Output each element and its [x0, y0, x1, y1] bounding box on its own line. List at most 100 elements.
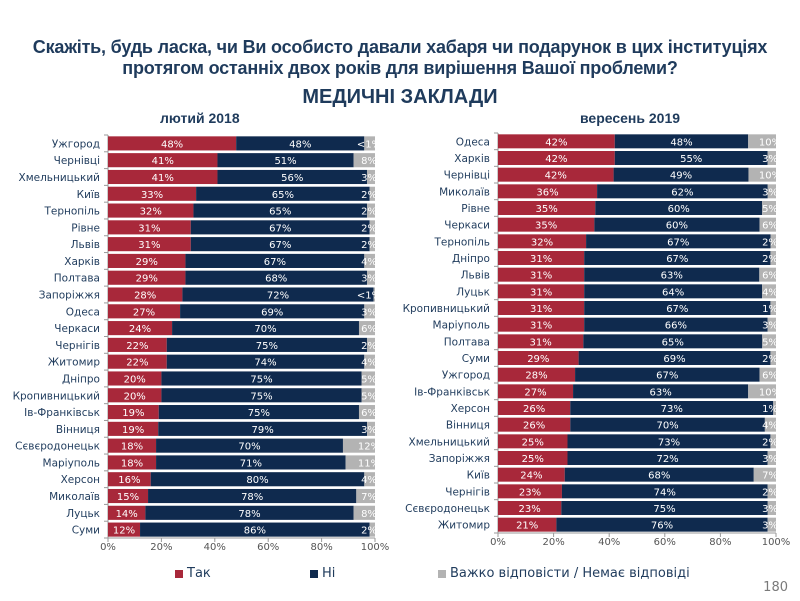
section-title: МЕДИЧНІ ЗАКЛАДИ: [302, 86, 498, 108]
question-line-1: Скажіть, будь ласка, чи Ви особисто дава…: [32, 37, 768, 57]
data-label-dk: 8%: [361, 509, 377, 520]
data-label-yes: 24%: [520, 471, 542, 482]
x-tick-label: 0%: [490, 537, 506, 548]
category-label: Полтава: [54, 273, 100, 285]
data-label-dk: 6%: [762, 271, 778, 282]
bar-segment-dk: [361, 371, 375, 386]
data-label-no: 75%: [653, 504, 675, 515]
data-label-no: 70%: [254, 324, 276, 335]
bar-segment-no: [584, 267, 760, 282]
data-label-no: 86%: [244, 526, 266, 537]
data-label-dk: 3%: [762, 154, 778, 165]
bar-segment-dk: [748, 134, 776, 149]
data-label-dk: 12%: [358, 442, 380, 453]
bar-segment-yes: [108, 169, 218, 185]
bar-segment-yes: [108, 186, 197, 201]
category-label: Львів: [71, 239, 100, 251]
legend-item-dk: Важко відповісти / Немає відповіді: [438, 566, 690, 581]
data-label-yes: 24%: [129, 324, 151, 335]
data-label-no: 48%: [289, 139, 311, 150]
bar-segment-no: [156, 438, 343, 453]
bar-segment-no: [613, 167, 749, 182]
legend-item-no: Ні: [310, 566, 335, 581]
data-label-yes: 29%: [527, 354, 549, 365]
x-tick-label: 80%: [709, 537, 731, 548]
data-label-no: 69%: [261, 307, 283, 318]
bar-segment-dk: [353, 505, 375, 520]
data-label-dk: 2%: [762, 237, 778, 248]
bar-segment-dk: [367, 421, 375, 436]
x-tick-label: 60%: [257, 542, 279, 553]
bar-segment-no: [597, 184, 768, 199]
bar-segment-dk: [366, 337, 375, 352]
data-label-yes: 42%: [545, 137, 567, 148]
data-label-no: 65%: [272, 190, 294, 201]
bar-segment-no: [172, 321, 359, 336]
bar-segment-dk: [366, 203, 375, 218]
bar-segment-no: [190, 220, 370, 235]
data-label-no: 75%: [250, 374, 272, 385]
data-label-dk: 2%: [762, 354, 778, 365]
data-label-no: 70%: [656, 421, 678, 432]
bar-segment-dk: [353, 153, 375, 168]
data-label-dk: 5%: [762, 204, 778, 215]
category-label: Чернігів: [445, 486, 490, 498]
data-label-no: 67%: [667, 237, 689, 248]
data-label-dk: 4%: [762, 421, 778, 432]
bar-segment-no: [150, 472, 365, 487]
data-label-no: 67%: [666, 304, 688, 315]
bar-segment-dk: [356, 488, 375, 504]
data-label-yes: 25%: [522, 454, 544, 465]
bar-segment-no: [217, 169, 367, 185]
data-label-no: 55%: [680, 154, 702, 165]
bar-segment-no: [561, 501, 768, 515]
bar-segment-yes: [498, 484, 562, 499]
data-label-dk: 10%: [759, 387, 781, 398]
data-label-dk: 4%: [361, 475, 377, 486]
data-label-no: 73%: [658, 437, 680, 448]
bar-segment-yes: [108, 438, 157, 453]
data-label-yes: 31%: [138, 223, 160, 234]
bar-segment-no: [145, 505, 354, 520]
bar-segment-no: [556, 517, 768, 532]
data-label-dk: 3%: [762, 454, 778, 465]
bar-segment-yes: [498, 417, 571, 432]
data-label-no: 73%: [661, 404, 683, 415]
bar-segment-dk: [364, 136, 375, 151]
bar-segment-yes: [108, 388, 162, 403]
bar-segment-no: [180, 304, 365, 319]
bar-segment-no: [182, 287, 374, 302]
data-label-dk: 3%: [762, 321, 778, 332]
bar-segment-dk: [369, 186, 375, 201]
data-label-no: 51%: [274, 156, 296, 167]
category-label: Маріуполь: [43, 457, 100, 469]
category-label: Рівне: [461, 203, 490, 215]
bar-segment-yes: [498, 467, 565, 482]
bar-segment-no: [161, 371, 362, 386]
data-label-yes: 16%: [118, 475, 140, 486]
data-label-yes: 22%: [126, 341, 148, 352]
bar-segment-dk: [767, 151, 776, 165]
category-label: Хмельницький: [19, 172, 101, 184]
data-label-yes: 27%: [133, 307, 155, 318]
data-label-yes: 42%: [545, 171, 567, 182]
data-label-dk: 4%: [361, 257, 377, 268]
data-label-dk: 3%: [361, 307, 377, 318]
category-label: Вінниця: [56, 424, 100, 436]
bar-segment-yes: [498, 151, 615, 165]
category-label: Сєвєродонецьк: [405, 503, 490, 515]
category-label: Одеса: [66, 306, 100, 318]
category-label: Харків: [454, 153, 490, 165]
category-label: Черкаси: [54, 323, 100, 335]
data-label-dk: 2%: [361, 341, 377, 352]
data-label-dk: 3%: [361, 274, 377, 285]
data-label-yes: 20%: [124, 374, 146, 385]
category-label: Черкаси: [444, 220, 490, 232]
bar-segment-no: [564, 467, 754, 482]
bar-segment-dk: [358, 321, 375, 336]
bar-segment-dk: [369, 237, 375, 252]
x-tick-label: 80%: [310, 542, 332, 553]
category-label: Луцьк: [456, 286, 490, 298]
data-label-no: 67%: [666, 254, 688, 265]
data-label-dk: 10%: [759, 137, 781, 148]
